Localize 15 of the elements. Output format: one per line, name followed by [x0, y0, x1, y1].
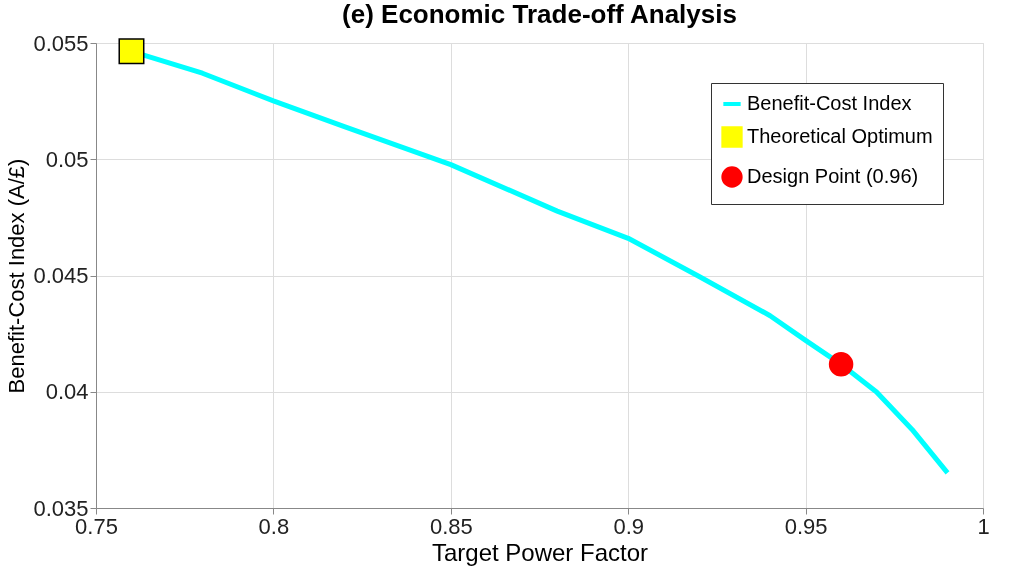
- y-tick-label: 0.055: [33, 30, 89, 56]
- x-tick-label: 0.85: [429, 513, 473, 539]
- legend-label: Benefit-Cost Index: [747, 92, 912, 114]
- y-axis-title: Benefit-Cost Index (A/£): [4, 158, 30, 394]
- x-axis-title: Target Power Factor: [431, 538, 649, 566]
- legend-label: Theoretical Optimum: [747, 125, 933, 147]
- x-tick-label: 1: [977, 513, 990, 539]
- x-tick-label: 0.9: [613, 513, 644, 539]
- y-tick-label: 0.04: [45, 379, 89, 405]
- x-tick-label: 0.95: [784, 513, 828, 539]
- y-tick-label: 0.045: [33, 263, 89, 288]
- legend-label: Design Point (0.96): [747, 165, 919, 187]
- x-tick-label: 0.8: [258, 513, 290, 539]
- y-tick-label: 0.05: [45, 146, 89, 172]
- chart-title: (e) Economic Trade-off Analysis: [342, 0, 737, 29]
